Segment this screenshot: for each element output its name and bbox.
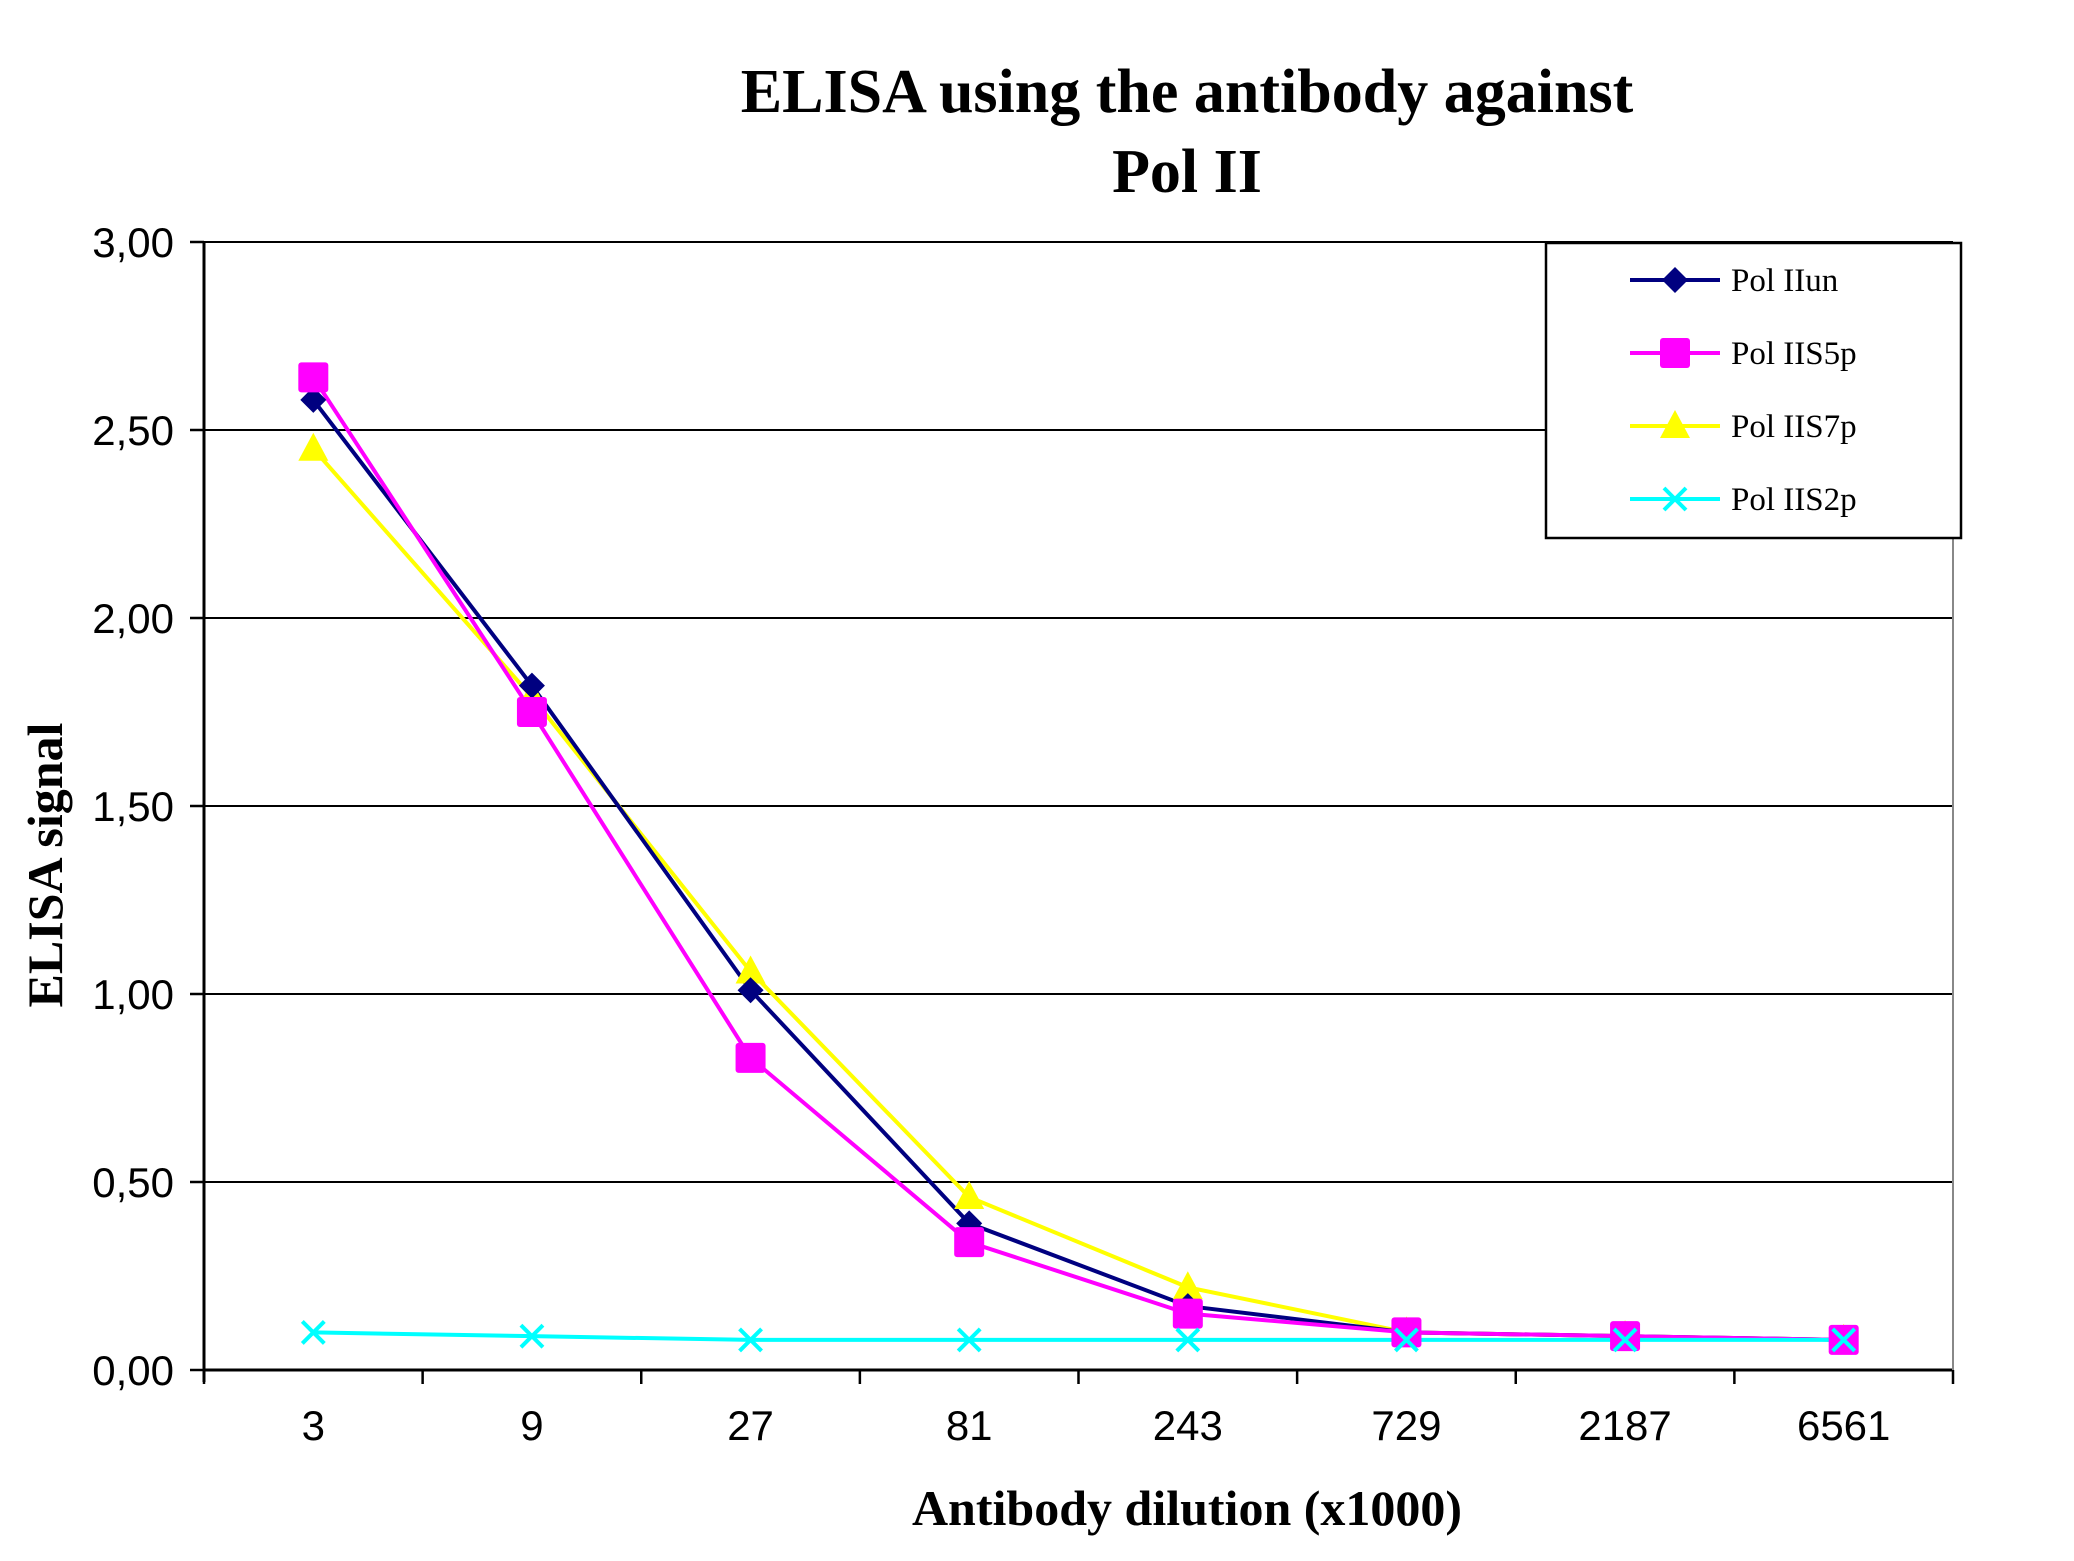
series-line <box>311 398 1844 1342</box>
legend-label: Pol IIS5p <box>1731 336 1857 372</box>
y-axis-title: ELISA signal <box>17 722 73 1007</box>
x-tick-label: 729 <box>1371 1402 1441 1449</box>
y-axis-ticks: 0,00 0,50 1,00 1,50 2,00 2,50 3,00 <box>92 219 204 1394</box>
series-line <box>313 1330 1844 1342</box>
legend: Pol IIun Pol IIS5p Pol IIS7p Pol IIS2p <box>1544 241 1963 540</box>
diamond-marker-icon <box>518 672 545 699</box>
x-marker-icon <box>1831 1327 1857 1353</box>
square-marker-icon <box>735 1042 766 1073</box>
y-tick-label: 2,00 <box>92 595 174 642</box>
triangle-marker-icon <box>954 1181 985 1210</box>
series-pol-iis2p <box>313 1330 1844 1342</box>
legend-box <box>1544 241 1963 540</box>
y-tick-label: 0,00 <box>92 1347 174 1394</box>
square-marker-icon <box>1610 1321 1641 1352</box>
x-marker-icon <box>738 1327 763 1353</box>
legend-x-icon <box>1662 486 1688 512</box>
series-pol-iis7p <box>311 447 1844 1342</box>
square-marker-icon <box>1172 1298 1203 1329</box>
triangle-marker-icon <box>1172 1271 1203 1300</box>
gridlines <box>204 241 1953 1183</box>
x-marker-icon <box>1612 1327 1638 1353</box>
legend-label: Pol IIS2p <box>1731 482 1857 518</box>
x-tick-label: 9 <box>520 1402 543 1449</box>
square-marker-icon <box>954 1227 985 1258</box>
triangle-marker-icon <box>735 955 766 984</box>
legend-triangle-icon <box>1660 410 1690 438</box>
legend-item: Pol IIun <box>1630 263 1838 299</box>
legend-square-icon <box>1660 338 1690 368</box>
x-tick-label: 81 <box>946 1402 993 1449</box>
y-tick-label: 0,50 <box>92 1159 174 1206</box>
legend-label: Pol IIun <box>1731 263 1838 299</box>
x-tick-label: 3 <box>302 1402 325 1449</box>
y-tick-label: 2,50 <box>92 407 174 454</box>
x-tick-label: 6561 <box>1797 1402 1890 1449</box>
x-marker-icon <box>519 1323 545 1349</box>
legend-item: Pol IIS5p <box>1630 336 1857 372</box>
square-marker-icon <box>1391 1317 1422 1348</box>
y-tick-label: 1,00 <box>92 971 174 1018</box>
chart-title-line-2: Pol II <box>1112 138 1262 206</box>
series-line <box>311 447 1844 1342</box>
chart-title-line-1: ELISA using the antibody against <box>741 58 1634 126</box>
x-marker-icon <box>1394 1327 1419 1353</box>
series-pol-iiun <box>311 398 1844 1342</box>
x-tick-label: 2187 <box>1578 1402 1671 1449</box>
x-marker-icon <box>300 1319 326 1345</box>
x-marker-icon <box>956 1327 982 1353</box>
square-marker-icon <box>516 697 547 727</box>
diamond-marker-icon <box>300 386 327 413</box>
legend-label: Pol IIS7p <box>1731 409 1857 445</box>
x-axis-title: Antibody dilution (x1000) <box>912 1480 1462 1536</box>
y-tick-label: 1,50 <box>92 783 174 830</box>
legend-item: Pol IIS2p <box>1630 482 1857 518</box>
y-tick-label: 3,00 <box>92 219 174 266</box>
x-tick-label: 243 <box>1153 1402 1223 1449</box>
series-pol-iis5p <box>311 376 1844 1342</box>
series-line <box>311 376 1844 1342</box>
data-series <box>298 362 1859 1355</box>
x-tick-label: 27 <box>727 1402 774 1449</box>
square-marker-icon <box>298 362 329 393</box>
legend-item: Pol IIS7p <box>1630 409 1857 445</box>
triangle-marker-icon <box>298 432 329 461</box>
x-marker-icon <box>1175 1327 1201 1353</box>
x-axis-ticks: 3 9 27 81 243 729 2187 6561 <box>202 1370 1955 1449</box>
legend-diamond-icon <box>1662 267 1688 293</box>
diamond-marker-icon <box>737 977 764 1004</box>
